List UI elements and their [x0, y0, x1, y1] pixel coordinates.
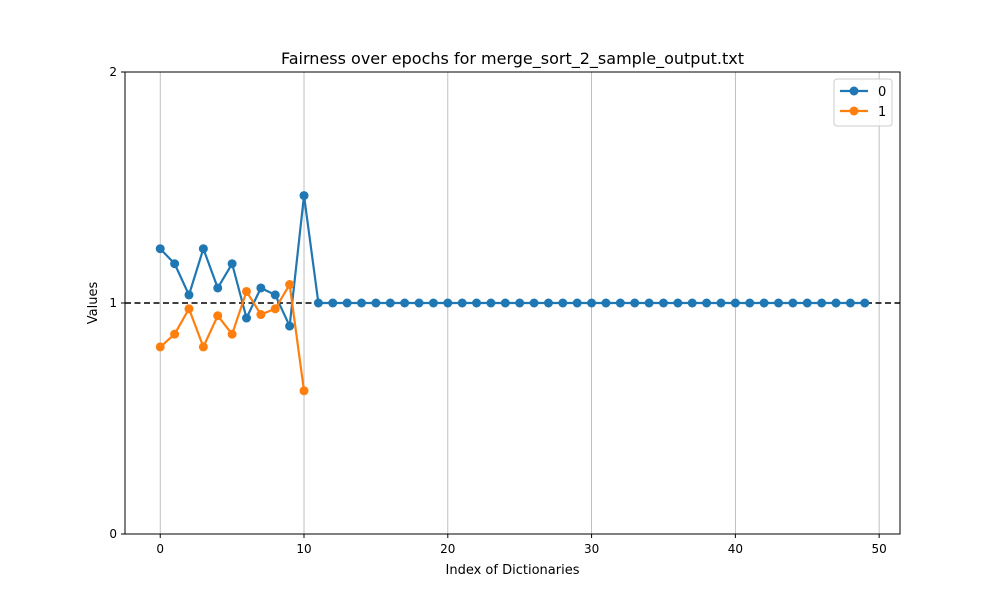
data-point	[198, 244, 208, 254]
legend: 01	[833, 78, 893, 127]
data-point	[285, 280, 295, 290]
legend-label: 1	[878, 105, 886, 120]
data-point	[558, 298, 568, 308]
data-point	[170, 259, 180, 269]
data-point	[543, 298, 553, 308]
data-point	[860, 298, 870, 308]
data-point	[213, 283, 223, 293]
data-point	[342, 298, 352, 308]
data-point	[702, 298, 712, 308]
data-point	[256, 283, 266, 293]
data-point	[500, 298, 510, 308]
data-point	[802, 298, 812, 308]
data-point	[515, 298, 525, 308]
data-point	[658, 298, 668, 308]
data-point	[759, 298, 769, 308]
data-point	[716, 298, 726, 308]
data-point	[299, 386, 309, 396]
data-point	[673, 298, 683, 308]
legend-label: 0	[878, 85, 886, 100]
data-point	[572, 298, 582, 308]
data-point	[385, 298, 395, 308]
y-axis-label: Values	[86, 282, 101, 325]
data-point	[285, 321, 295, 331]
data-point	[400, 298, 410, 308]
data-point	[845, 298, 855, 308]
data-point	[270, 290, 280, 300]
data-point	[817, 298, 827, 308]
data-point	[227, 259, 237, 269]
data-point	[357, 298, 367, 308]
x-tick-label: 10	[296, 542, 311, 556]
data-point	[241, 286, 251, 296]
data-point	[601, 298, 611, 308]
data-point	[184, 290, 194, 300]
x-tick-label: 0	[156, 542, 164, 556]
data-point	[371, 298, 381, 308]
x-tick-label: 20	[440, 542, 455, 556]
data-point	[170, 329, 180, 339]
data-point	[644, 298, 654, 308]
data-point	[831, 298, 841, 308]
x-tick-label: 50	[872, 542, 887, 556]
data-point	[788, 298, 798, 308]
legend-item: 0	[840, 85, 886, 100]
data-point	[472, 298, 482, 308]
data-point	[414, 298, 424, 308]
data-point	[615, 298, 625, 308]
data-point	[270, 304, 280, 314]
data-point	[745, 298, 755, 308]
data-point	[241, 313, 251, 323]
data-point	[486, 298, 496, 308]
chart-title: Fairness over epochs for merge_sort_2_sa…	[281, 49, 744, 69]
data-point	[213, 311, 223, 321]
data-point	[313, 298, 323, 308]
data-point	[443, 298, 453, 308]
y-tick-label: 1	[109, 296, 117, 310]
legend-item: 1	[840, 105, 886, 120]
data-point	[328, 298, 338, 308]
series-line	[159, 194, 865, 328]
x-axis-label: Index of Dictionaries	[446, 563, 580, 578]
data-point	[529, 298, 539, 308]
data-point	[299, 191, 309, 201]
data-point	[730, 298, 740, 308]
legend-marker	[849, 106, 859, 116]
y-tick-label: 2	[109, 65, 117, 79]
series-0	[155, 191, 870, 331]
data-point	[457, 298, 467, 308]
data-point	[198, 342, 208, 352]
y-tick-label: 0	[109, 527, 117, 541]
series-1	[155, 280, 309, 396]
data-point	[256, 310, 266, 320]
data-point	[774, 298, 784, 308]
x-tick-label: 30	[584, 542, 599, 556]
data-point	[428, 298, 438, 308]
series-layer	[155, 191, 870, 396]
data-point	[155, 342, 165, 352]
x-tick-label: 40	[728, 542, 743, 556]
data-point	[184, 304, 194, 314]
legend-marker	[849, 86, 859, 96]
data-point	[687, 298, 697, 308]
data-point	[630, 298, 640, 308]
data-point	[155, 244, 165, 254]
data-point	[587, 298, 597, 308]
data-point	[227, 329, 237, 339]
